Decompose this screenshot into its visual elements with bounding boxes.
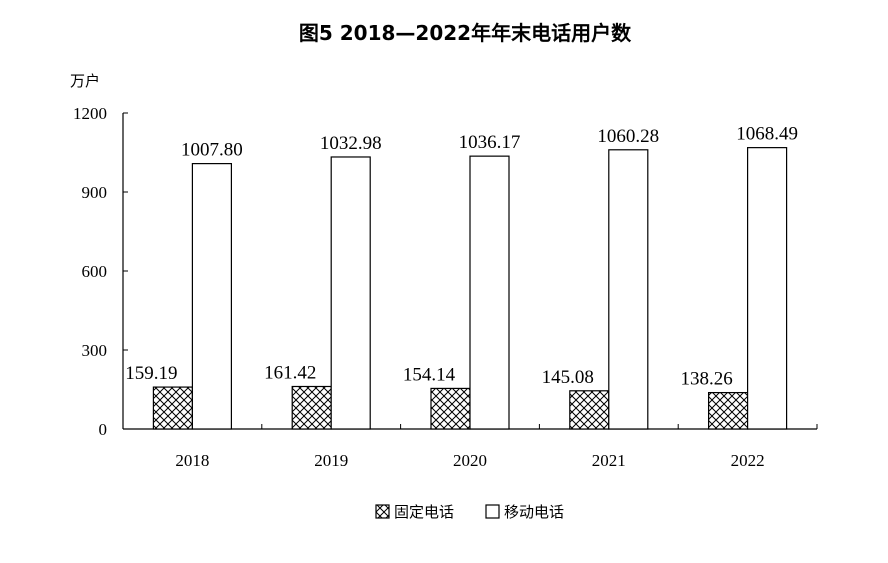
bar-fixed-phone: [430, 387, 471, 430]
y-axis-unit: 万户: [70, 72, 100, 90]
x-tick-label: 2021: [592, 451, 626, 470]
x-tick-label: 2020: [453, 451, 487, 470]
legend-label: 移动电话: [504, 503, 564, 521]
data-labels: 159.19 161.42 154.14 145.08 138.26 1007.80 103…: [125, 124, 798, 390]
data-label: 138.26: [680, 369, 732, 390]
data-label: 1068.49: [736, 124, 798, 145]
legend-swatch-mobile-phone: [485, 504, 500, 519]
axes: 0 300 600 900 1200 2018 2019 2020 2021 2022: [73, 104, 818, 470]
bar-fixed-phone: [707, 391, 749, 430]
bar-fixed-phone: [152, 386, 193, 430]
data-label: 1007.80: [181, 140, 243, 161]
data-label: 154.14: [403, 364, 456, 385]
bars: [152, 147, 788, 430]
bar-mobile-phone: [469, 155, 510, 430]
y-tick-label: 0: [99, 420, 108, 439]
data-label: 1036.17: [459, 132, 521, 153]
y-tick-label: 300: [82, 341, 108, 360]
bar-mobile-phone: [746, 147, 788, 430]
legend-swatch-fixed-phone: [375, 504, 390, 519]
bar-fixed-phone: [291, 385, 332, 430]
x-tick-label: 2018: [175, 451, 209, 470]
data-label: 1060.28: [597, 126, 659, 147]
x-tick-label: 2022: [731, 451, 765, 470]
data-label: 161.42: [264, 362, 316, 383]
chart-title: 图5 2018—2022年年末电话用户数: [299, 21, 632, 45]
y-tick-label: 600: [82, 262, 108, 281]
legend: 固定电话 移动电话: [375, 503, 564, 521]
data-label: 1032.98: [320, 133, 382, 154]
bar-mobile-phone: [191, 163, 232, 430]
bar-mobile-phone: [330, 156, 371, 430]
bar-fixed-phone: [569, 390, 610, 430]
data-label: 145.08: [542, 367, 594, 388]
x-tick-label: 2019: [314, 451, 348, 470]
y-tick-label: 900: [82, 183, 108, 202]
data-label: 159.19: [125, 363, 177, 384]
bar-mobile-phone: [608, 149, 649, 430]
legend-label: 固定电话: [394, 503, 454, 521]
y-tick-label: 1200: [73, 104, 107, 123]
